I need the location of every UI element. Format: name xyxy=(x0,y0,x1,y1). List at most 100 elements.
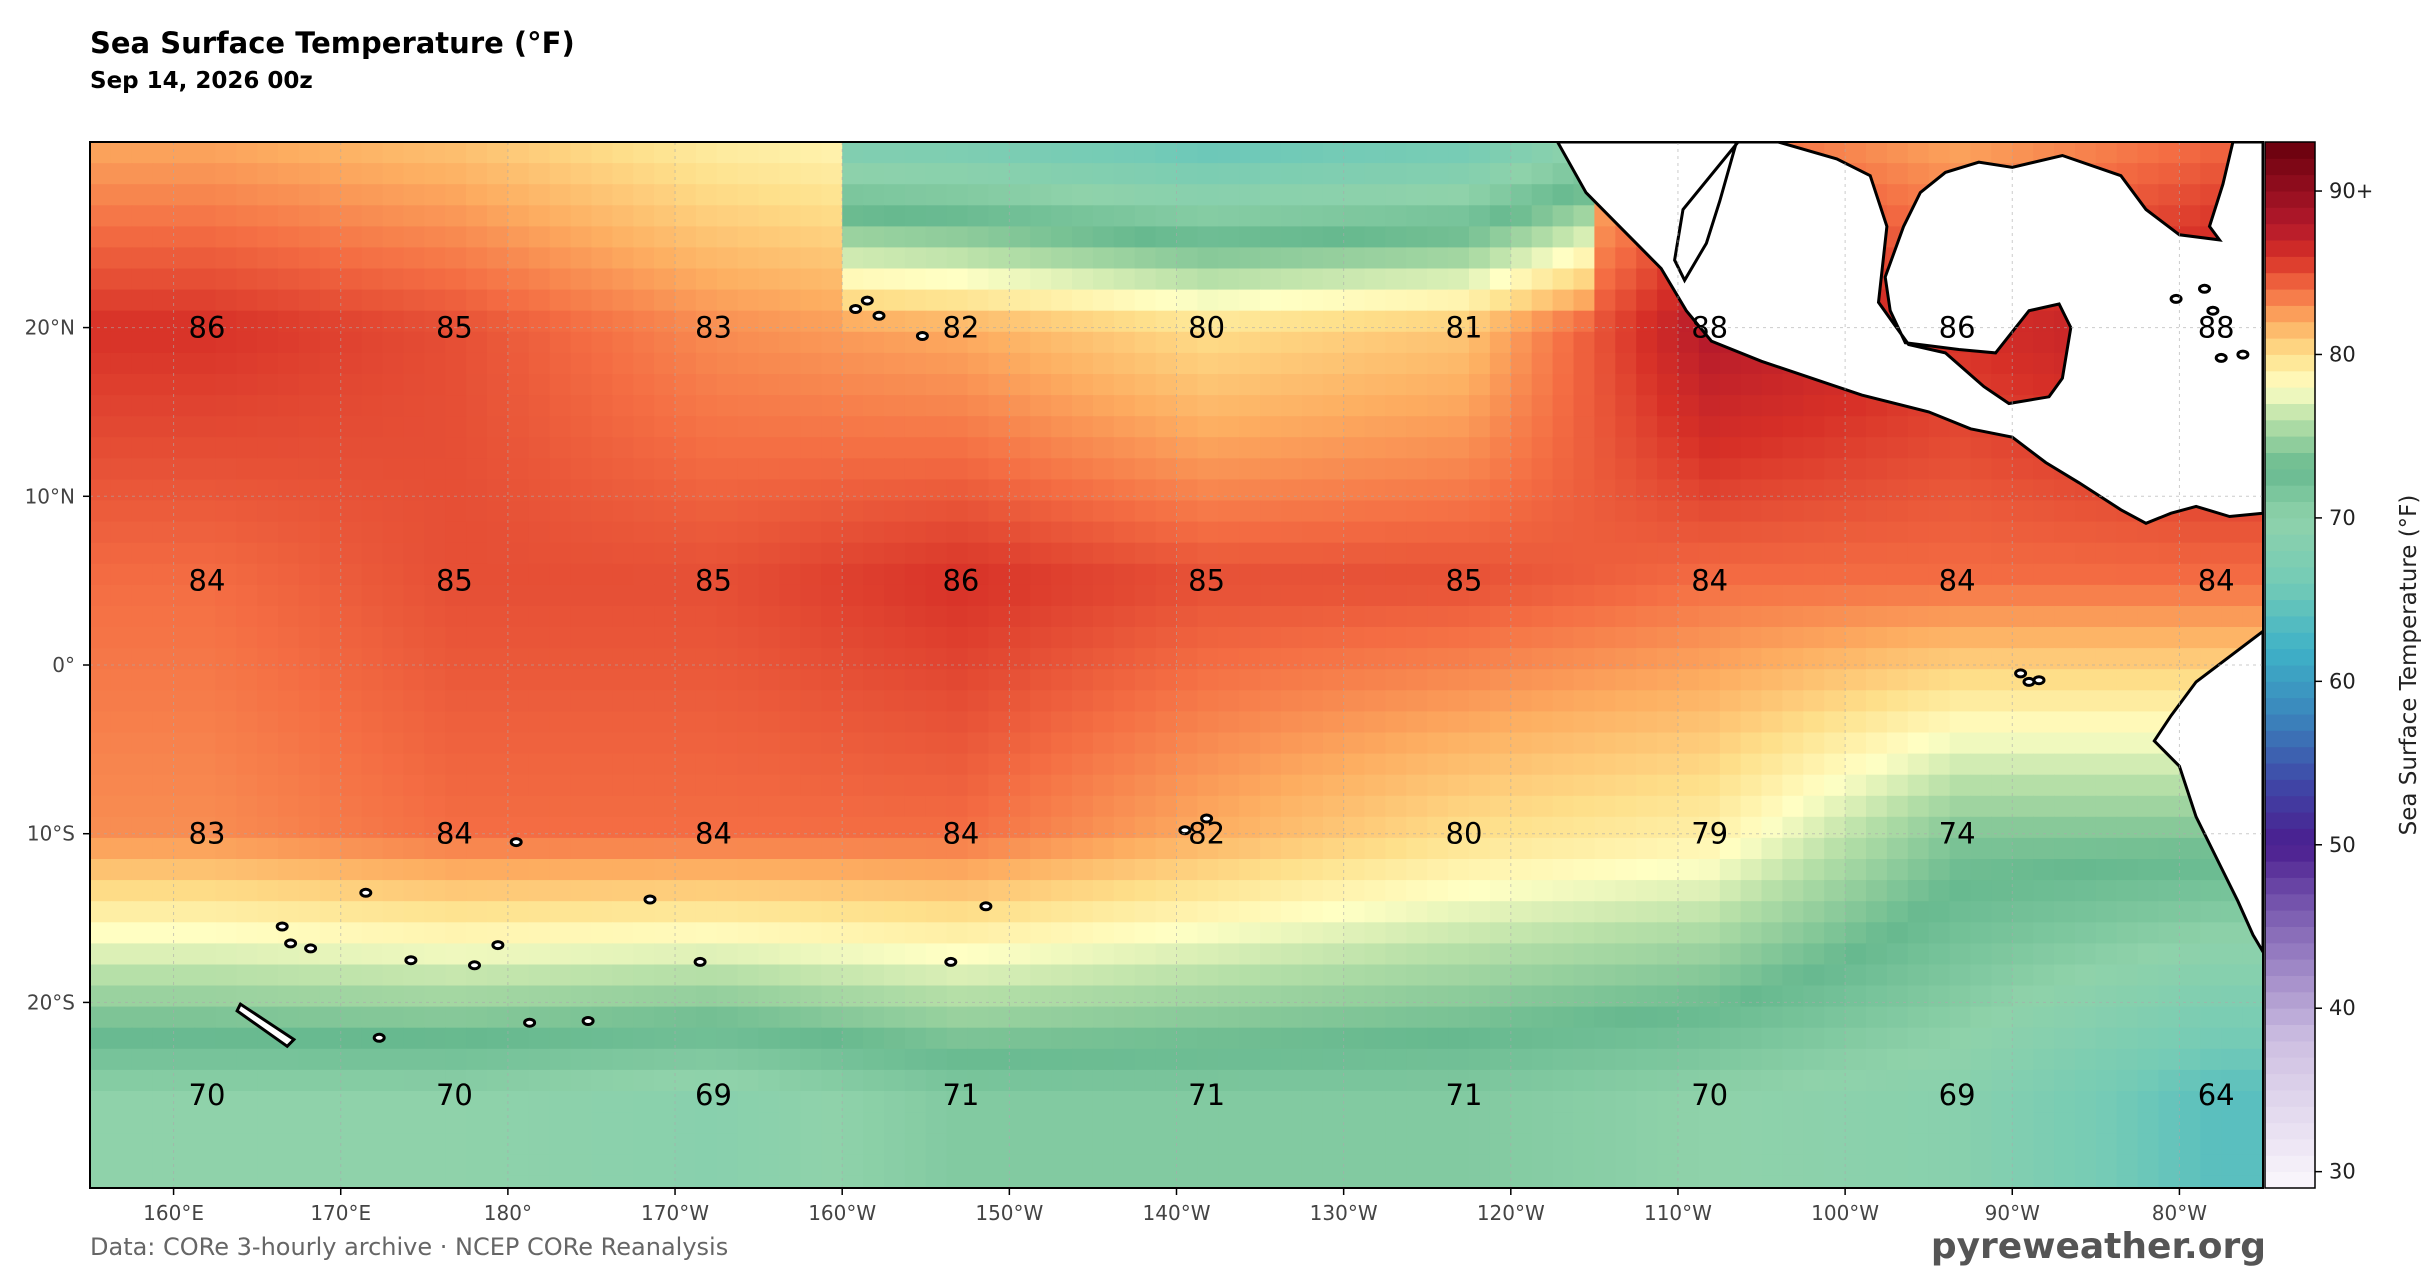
temperature-value-label: 85 xyxy=(1188,564,1225,598)
temperature-value-label: 86 xyxy=(1939,311,1976,345)
lat-tick-label: 10°S xyxy=(27,822,75,846)
colorbar-segment xyxy=(2265,632,2315,650)
colorbar-segment xyxy=(2265,207,2315,225)
temperature-value-label: 79 xyxy=(1691,817,1728,851)
colorbar-segment xyxy=(2265,991,2315,1009)
longitude-ticks: 160°E 170°E 180° 170°W 160°W 150°W 140°W 130°W 1… xyxy=(143,1188,2207,1225)
chart-title: Sea Surface Temperature (°F) xyxy=(90,26,575,60)
island xyxy=(468,960,481,971)
island xyxy=(2032,675,2046,686)
brand-watermark: pyreweather.org xyxy=(1930,1226,2266,1267)
temperature-value-label: 69 xyxy=(1939,1078,1976,1112)
temperature-value-label: 70 xyxy=(436,1078,473,1112)
colorbar-segment xyxy=(2265,468,2315,486)
lat-tick-label: 20°N xyxy=(25,316,75,340)
colorbar-segment xyxy=(2265,305,2315,323)
colorbar-segment xyxy=(2265,926,2315,944)
colorbar-frame xyxy=(2264,141,2316,1189)
island xyxy=(509,837,523,848)
temperature-value-label: 84 xyxy=(942,817,979,851)
island xyxy=(275,921,289,932)
colorbar-segment xyxy=(2265,419,2315,437)
island xyxy=(872,310,886,321)
temperature-value-label: 85 xyxy=(436,564,473,598)
colorbar-segment xyxy=(2265,223,2315,241)
colorbar: 30 40 50 60 70 80 90+ xyxy=(2264,141,2373,1189)
temperature-value-label: 71 xyxy=(1446,1078,1483,1112)
temperature-value-label: 85 xyxy=(436,311,473,345)
island xyxy=(359,887,373,898)
island xyxy=(2022,676,2036,687)
island xyxy=(860,295,874,306)
colorbar-segment xyxy=(2265,942,2315,960)
colorbar-segment xyxy=(2265,501,2315,519)
temperature-value-label: 82 xyxy=(942,311,979,345)
colorbar-tick-label: 40 xyxy=(2329,996,2356,1020)
land-americas-north xyxy=(1555,142,2263,525)
colorbar-tick-label: 90+ xyxy=(2329,179,2373,203)
lon-tick-label: 80°W xyxy=(2152,1201,2207,1225)
colorbar-segment xyxy=(2265,779,2315,797)
island xyxy=(1200,813,1214,824)
island xyxy=(2206,305,2220,316)
island xyxy=(944,956,958,967)
temperature-value-label: 64 xyxy=(2198,1078,2235,1112)
island xyxy=(2198,283,2211,294)
lon-tick-label: 170°E xyxy=(310,1201,371,1225)
colorbar-segment xyxy=(2265,321,2315,339)
colorbar-tick-label: 70 xyxy=(2329,506,2356,530)
colorbar-label: Sea Surface Temperature (°F) xyxy=(2396,495,2422,836)
colorbar-segment xyxy=(2265,403,2315,421)
colorbar-segment xyxy=(2265,272,2315,290)
colorbar-segment xyxy=(2265,746,2315,764)
colorbar-segment xyxy=(2265,730,2315,748)
temperature-value-label: 88 xyxy=(1691,311,1728,345)
colorbar-segment xyxy=(2265,191,2315,208)
temperature-value-label: 84 xyxy=(1939,564,1976,598)
colorbar-segment xyxy=(2265,975,2315,993)
island xyxy=(491,940,505,951)
colorbar-segment xyxy=(2265,714,2315,731)
island xyxy=(284,938,298,949)
colorbar-segment xyxy=(2265,1139,2315,1156)
island xyxy=(2214,352,2228,363)
colorbar-segment xyxy=(2265,1155,2315,1173)
island xyxy=(581,1016,595,1026)
map-gridlines xyxy=(90,142,2263,1188)
colorbar-segment xyxy=(2265,1040,2315,1058)
colorbar-segment xyxy=(2265,338,2315,355)
temperature-value-label: 86 xyxy=(942,564,979,598)
colorbar-segment xyxy=(2265,566,2315,584)
colorbar-segment xyxy=(2265,583,2315,601)
colorbar-tick-label: 80 xyxy=(2329,342,2356,366)
temperature-value-label: 83 xyxy=(695,311,732,345)
colorbar-segment xyxy=(2265,1024,2315,1042)
colorbar-segment xyxy=(2265,877,2315,895)
data-source-note: Data: CORe 3-hourly archive · NCEP CORe … xyxy=(90,1233,729,1261)
colorbar-segment xyxy=(2265,681,2315,699)
island-new-caledonia xyxy=(235,1001,297,1049)
land-baja xyxy=(1673,142,1741,284)
colorbar-segment xyxy=(2265,812,2315,829)
temperature-value-label: 83 xyxy=(189,817,226,851)
colorbar-segment xyxy=(2265,1089,2315,1107)
colorbar-segment xyxy=(2265,485,2315,502)
lon-tick-label: 90°W xyxy=(1985,1201,2040,1225)
island xyxy=(915,331,929,341)
colorbar-segment xyxy=(2265,959,2315,976)
lon-tick-label: 100°W xyxy=(1811,1201,1879,1225)
colorbar-segment xyxy=(2265,1057,2315,1075)
colorbar-segment xyxy=(2265,795,2315,813)
colorbar-segment xyxy=(2265,534,2315,552)
temperature-value-label: 74 xyxy=(1939,817,1976,851)
colorbar-tick-label: 50 xyxy=(2329,833,2356,857)
colorbar-segment xyxy=(2265,436,2315,453)
island xyxy=(2014,668,2028,679)
lon-tick-label: 140°W xyxy=(1143,1201,1211,1225)
colorbar-segment xyxy=(2265,1073,2315,1091)
value-labels: 86 85 83 82 80 81 88 86 88 84 85 85 86 85 85 84 84 84 83 84… xyxy=(189,311,2235,1113)
colorbar-segment xyxy=(2265,1171,2315,1189)
temperature-value-label: 70 xyxy=(189,1078,226,1112)
colorbar-segment xyxy=(2265,387,2315,404)
